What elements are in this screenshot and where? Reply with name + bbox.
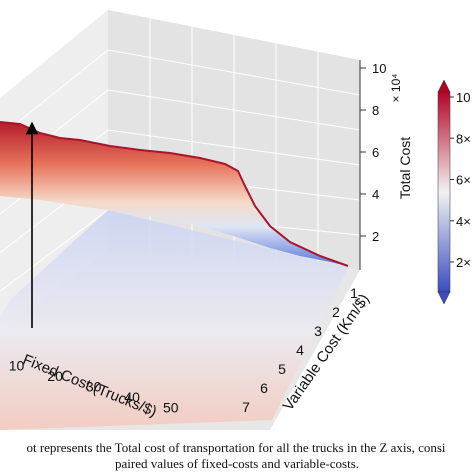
x-tick-label: 20	[47, 368, 63, 384]
colorbar	[437, 91, 451, 293]
y-tick-label: 5	[278, 361, 286, 377]
z-tick-label: 10	[372, 61, 386, 76]
x-tick-label: 30	[86, 379, 102, 395]
colorbar-tick-label: 6×	[456, 173, 471, 188]
x-tick-label: 50	[163, 400, 179, 416]
z-axis-multiplier: × 10⁴	[389, 74, 403, 103]
y-tick-label: 4	[296, 342, 304, 358]
y-tick-label: 6	[260, 380, 268, 396]
y-tick-label: 3	[314, 323, 322, 339]
total-cost-surface	[0, 122, 348, 266]
colorbar-tick-label: 10	[456, 90, 470, 105]
figure-caption-line-1: ot represents the Total cost of transpor…	[26, 440, 446, 455]
colorbar-tick-label: 2×	[456, 255, 471, 270]
z-axis-ticks: 2 4 6 8 10	[360, 61, 386, 244]
x-axis-ticks: 10 20 30 40 50	[9, 358, 179, 416]
z-tick-label: 2	[372, 229, 379, 244]
y-tick-label: 7	[242, 399, 250, 415]
x-tick-label: 40	[124, 389, 140, 405]
z-axis-label: Total Cost	[397, 137, 413, 199]
figure-caption-line-2: paired values of fixed-costs and variabl…	[114, 456, 360, 471]
colorbar-tick-label: 8×	[456, 131, 471, 146]
colorbar-top-arrow	[437, 79, 451, 93]
z-tick-label: 4	[372, 187, 379, 202]
colorbar-bottom-arrow	[437, 291, 451, 305]
x-tick-label: 10	[9, 358, 25, 374]
y-tick-label: 1	[350, 285, 358, 301]
z-tick-label: 6	[372, 145, 379, 160]
colorbar-tick-label: 4×	[456, 214, 471, 229]
surface-ridge-edge	[0, 121, 349, 267]
y-tick-label: 2	[332, 304, 340, 320]
colorbar-ticks: 2× 4× 6× 8× 10	[450, 90, 471, 270]
surface-floor-projection	[0, 210, 348, 430]
z-tick-label: 8	[372, 103, 379, 118]
